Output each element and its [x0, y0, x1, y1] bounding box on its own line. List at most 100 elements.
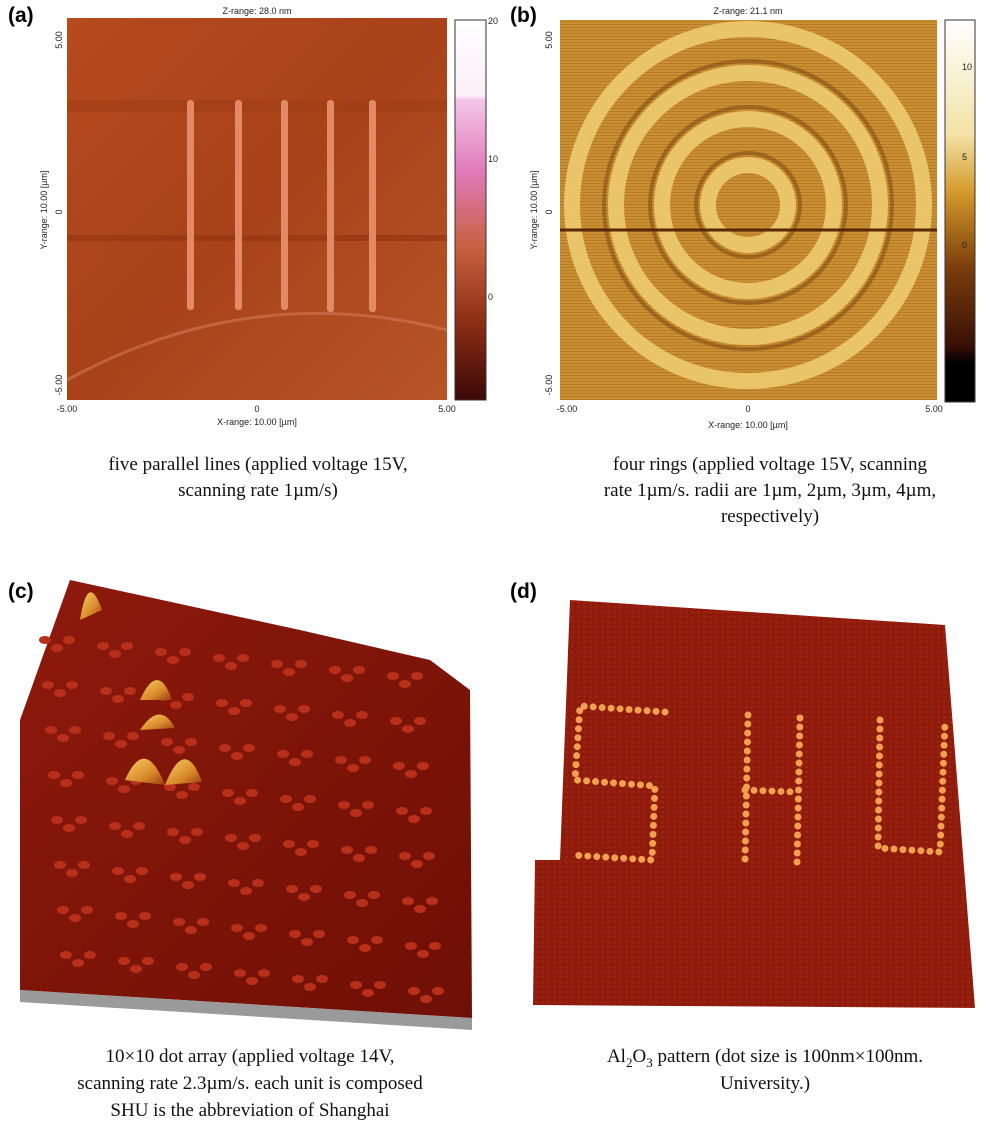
dot [414, 905, 426, 913]
dot [225, 834, 237, 842]
dot [176, 791, 188, 799]
dot [356, 899, 368, 907]
dot [185, 926, 197, 934]
x-range: X-range: 10.00 [µm] [708, 420, 788, 430]
dot [231, 752, 243, 760]
dot [362, 801, 374, 809]
dot [298, 705, 310, 713]
dot [118, 957, 130, 965]
x-tick: 5.00 [925, 404, 943, 414]
dot [66, 681, 78, 689]
dot [109, 650, 121, 658]
panel-label: (d) [510, 580, 537, 603]
dot [353, 854, 365, 862]
dot [48, 771, 60, 779]
dot [246, 789, 258, 797]
dot [222, 789, 234, 797]
x-tick: -5.00 [557, 404, 578, 414]
dot [246, 977, 258, 985]
surface-3d [533, 600, 975, 1008]
caption: Al2O3 pattern (dot size is 100nm×100nm. [607, 1046, 923, 1070]
dot [225, 662, 237, 670]
dot [274, 705, 286, 713]
caption: four rings (applied voltage 15V, scannin… [613, 454, 928, 475]
dot [136, 867, 148, 875]
dot [350, 981, 362, 989]
dot [393, 762, 405, 770]
dot [283, 668, 295, 676]
dot [185, 738, 197, 746]
dot [182, 693, 194, 701]
dot [341, 674, 353, 682]
dot [60, 779, 72, 787]
scan-band [67, 235, 447, 241]
dot [402, 725, 414, 733]
dot [344, 719, 356, 727]
dot [112, 867, 124, 875]
dot [359, 756, 371, 764]
dot [307, 840, 319, 848]
dot [301, 938, 313, 946]
x-range: X-range: 10.00 [µm] [217, 417, 297, 427]
dot [359, 944, 371, 952]
dot [432, 987, 444, 995]
dot [179, 648, 191, 656]
dot [51, 816, 63, 824]
scan-band [67, 100, 447, 112]
dot [295, 660, 307, 668]
dot [420, 995, 432, 1003]
dot [420, 807, 432, 815]
dot [182, 881, 194, 889]
dot [216, 699, 228, 707]
dot [298, 893, 310, 901]
z-range: Z-range: 28.0 nm [222, 6, 291, 16]
x-tick: -5.00 [57, 404, 78, 414]
dot [237, 842, 249, 850]
dot [243, 744, 255, 752]
dot [234, 797, 246, 805]
dot [292, 975, 304, 983]
dot [39, 636, 51, 644]
dot [106, 777, 118, 785]
dot [399, 680, 411, 688]
dot [316, 975, 328, 983]
caption: University.) [720, 1073, 810, 1094]
y-tick: 5.00 [54, 31, 64, 49]
dot [374, 981, 386, 989]
dot [426, 897, 438, 905]
dot [396, 807, 408, 815]
dot [240, 887, 252, 895]
y-range: Y-range: 10.00 [µm] [529, 171, 539, 250]
dot [313, 930, 325, 938]
dot [289, 930, 301, 938]
dot [362, 989, 374, 997]
dot [411, 672, 423, 680]
dot [371, 936, 383, 944]
dot [347, 936, 359, 944]
dot [100, 687, 112, 695]
y-tick: -5.00 [54, 375, 64, 396]
dot [84, 951, 96, 959]
dot [402, 897, 414, 905]
dot [103, 732, 115, 740]
dot [194, 873, 206, 881]
dot [170, 701, 182, 709]
dot [167, 828, 179, 836]
dot [408, 987, 420, 995]
dot [78, 861, 90, 869]
dot [57, 734, 69, 742]
dot [356, 711, 368, 719]
dot [252, 879, 264, 887]
dot [115, 740, 127, 748]
dot [213, 654, 225, 662]
afm-image [67, 18, 447, 400]
dot [237, 654, 249, 662]
z-range: Z-range: 21.1 nm [713, 6, 782, 16]
dot [417, 950, 429, 958]
dot [97, 642, 109, 650]
dot [133, 822, 145, 830]
y-range: Y-range: 10.00 [µm] [39, 171, 49, 250]
y-tick: 0 [544, 209, 554, 214]
dot [179, 836, 191, 844]
dot [255, 924, 267, 932]
